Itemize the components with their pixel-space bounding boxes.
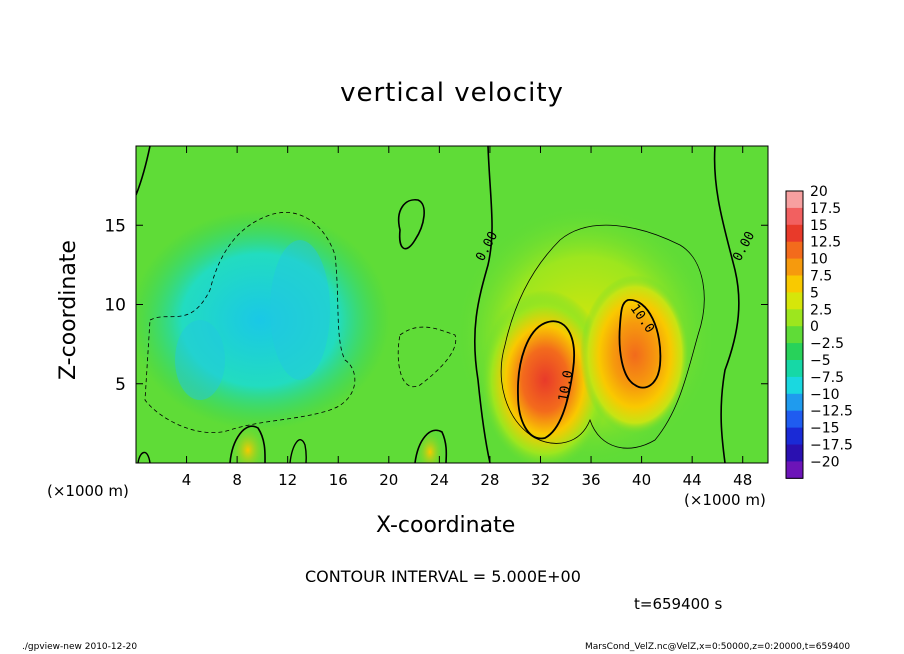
colorbar-swatch — [786, 393, 803, 412]
plot-area — [136, 146, 768, 463]
contour-surface-1 — [229, 425, 266, 463]
x-tick-label: 36 — [581, 471, 600, 489]
colorbar-label: 12.5 — [810, 235, 841, 251]
colorbar-label: 17.5 — [810, 201, 841, 217]
downdraft-core — [270, 240, 330, 380]
contour-zero-3 — [136, 146, 151, 196]
contour-surface-3 — [289, 439, 307, 463]
x-tick-label: 16 — [329, 471, 348, 489]
surface-bump-2 — [416, 430, 444, 463]
colorbar-label: −12.5 — [810, 404, 853, 420]
colorbar-swatch — [786, 241, 803, 260]
colorbar-label: −5 — [810, 353, 831, 369]
x-tick-label: 44 — [683, 471, 702, 489]
x-axis-label: X-coordinate — [376, 513, 516, 538]
colorbar-label: 10 — [810, 252, 828, 268]
x-tick-label: 4 — [182, 471, 192, 489]
contour-zero-2 — [713, 146, 740, 463]
colorbar-label: 7.5 — [810, 269, 832, 285]
contour-surface-4 — [137, 451, 151, 463]
y-tick-label: 5 — [115, 375, 126, 395]
time-stamp: t=659400 s — [634, 595, 723, 613]
x-unit-label-right: (×1000 m) — [684, 491, 766, 509]
y-tick-label: 15 — [104, 216, 126, 236]
colorbar-label: −15 — [810, 421, 840, 437]
colorbar-swatch — [786, 191, 803, 209]
x-tick-label: 40 — [632, 471, 651, 489]
x-tick-label: 24 — [430, 471, 449, 489]
chart-title: vertical velocity — [340, 78, 564, 108]
downdraft-shading — [136, 210, 390, 430]
contour-interval-text: CONTOUR INTERVAL = 5.000E+00 — [305, 567, 581, 586]
x-tick-label: 28 — [480, 471, 499, 489]
contour-zero-4 — [398, 199, 425, 250]
colorbar-swatch — [786, 427, 803, 445]
colorbar-label: −2.5 — [810, 336, 844, 352]
colorbar-label: 0 — [810, 319, 819, 335]
footer-left: ./gpview-new 2010-12-20 — [22, 642, 138, 652]
y-axis-label: Z-coordinate — [56, 240, 81, 380]
colorbar-swatch — [786, 376, 803, 395]
colorbar: 2017.51512.5107.552.50−2.5−5−7.5−10−12.5… — [785, 184, 853, 479]
x-tick-label: 20 — [379, 471, 398, 489]
downdraft-core-2 — [175, 320, 225, 400]
colorbar-swatch — [786, 444, 803, 462]
colorbar-label: 20 — [810, 184, 828, 200]
x-unit-label-left: (×1000 m) — [47, 482, 129, 500]
colorbar-swatch — [786, 326, 803, 344]
colorbar-swatch — [786, 292, 803, 310]
colorbar-swatch — [786, 360, 803, 378]
x-tick-label: 12 — [278, 471, 297, 489]
contour-zero-1 — [473, 146, 493, 463]
colorbar-swatch — [786, 207, 803, 226]
colorbar-swatch — [786, 224, 803, 243]
y-tick-label: 10 — [104, 296, 126, 316]
footer-right: MarsCond_VelZ.nc@VelZ,x=0:50000,z=0:2000… — [585, 642, 851, 652]
updraft-east-shading — [580, 275, 690, 435]
contour-10-west — [517, 320, 575, 440]
x-tick-label: 32 — [531, 471, 550, 489]
colorbar-swatch — [786, 258, 803, 276]
colorbar-label: 15 — [810, 218, 828, 234]
colorbar-label: −7.5 — [810, 370, 844, 386]
colorbar-swatch — [786, 275, 803, 293]
colorbar-frame — [785, 190, 804, 479]
colorbar-swatch — [786, 309, 803, 327]
x-axis: 4 8 12 16 20 24 28 32 36 40 44 48 — [182, 146, 752, 489]
colorbar-swatch — [786, 461, 803, 479]
contour-10-east — [618, 299, 662, 389]
contour-dashed-neg — [144, 212, 356, 434]
contour-label-10-west: 10.0 — [556, 369, 576, 402]
y-axis: 5 10 15 — [104, 216, 768, 395]
updraft-west-shading — [480, 290, 610, 463]
colorbar-swatch — [786, 343, 803, 361]
colorbar-label: 2.5 — [810, 302, 832, 318]
contour-5 — [500, 224, 705, 449]
contour-surface-2 — [414, 429, 448, 463]
x-tick-label: 8 — [232, 471, 242, 489]
colorbar-label: −17.5 — [810, 438, 853, 454]
colorbar-swatch — [786, 410, 803, 429]
colorbar-label: 5 — [810, 285, 819, 301]
colorbar-label: −20 — [810, 454, 840, 470]
colorbar-label: −10 — [810, 387, 840, 403]
x-tick-label: 48 — [733, 471, 752, 489]
contour-dashed-neg-2 — [397, 326, 457, 388]
